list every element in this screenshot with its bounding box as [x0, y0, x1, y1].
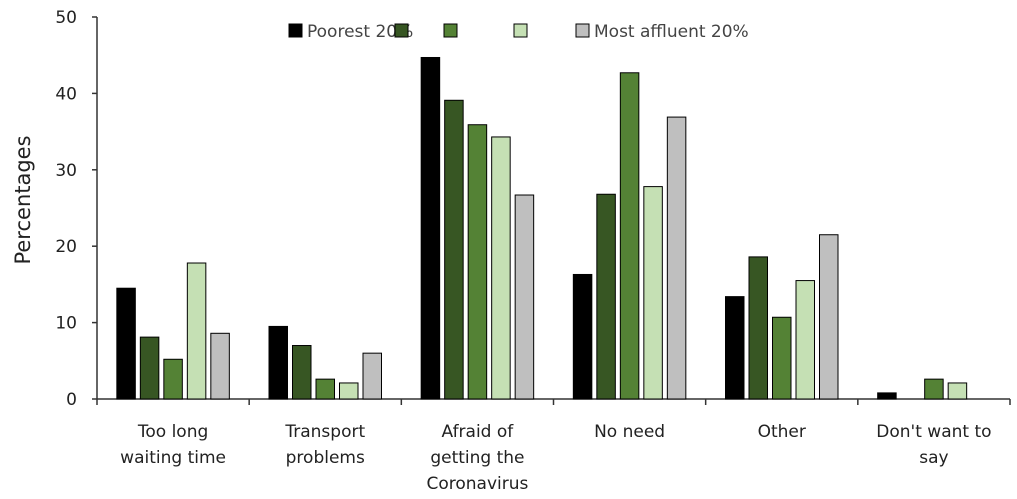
bar: [725, 296, 745, 400]
bar: [877, 392, 897, 400]
legend-swatch: [443, 23, 458, 38]
bar: [186, 262, 207, 400]
category-label-line: Transport: [284, 422, 365, 442]
bar: [947, 382, 968, 400]
bar: [619, 72, 640, 400]
y-tick-label: 0: [66, 390, 77, 410]
bar: [362, 352, 382, 400]
category-label-line: say: [919, 448, 948, 468]
category-label-line: waiting time: [120, 448, 226, 468]
y-tick-label: 10: [55, 314, 77, 334]
bar: [210, 332, 230, 400]
y-tick-label: 30: [55, 161, 77, 181]
y-tick-label: 20: [55, 237, 77, 257]
bar: [491, 136, 511, 400]
legend-swatch: [575, 23, 590, 38]
bar: [292, 345, 312, 400]
bar: [795, 280, 815, 400]
category-label: Other: [758, 422, 806, 442]
category-label-line: No need: [594, 422, 665, 442]
bar: [514, 194, 535, 400]
y-tick-label: 40: [55, 84, 77, 104]
bars: [116, 56, 968, 400]
legend: Poorest 20% Most affluent 20%: [288, 22, 749, 42]
bar: [819, 234, 839, 400]
legend-swatch: [394, 23, 409, 38]
bar: [748, 256, 768, 400]
y-tick-label: 50: [55, 8, 77, 28]
bar: [116, 287, 136, 400]
category-label: Don't want to say: [876, 422, 991, 468]
bar: [572, 273, 593, 400]
category-label: Afraid of getting the Coronavirus: [426, 422, 528, 494]
category-label-line: Afraid of: [442, 422, 515, 442]
category-label-line: Too long: [137, 422, 208, 442]
bar: [666, 116, 687, 400]
category-label-line: getting the: [430, 448, 524, 468]
y-axis-label: Percentages: [11, 135, 35, 264]
category-label: Too long waiting time: [120, 422, 226, 468]
x-axis: Too long waiting time Transport problems Afr…: [96, 398, 1011, 494]
legend-swatch: [288, 23, 303, 38]
category-label-line: Other: [758, 422, 806, 442]
category-label-line: Coronavirus: [426, 474, 528, 494]
bar: [315, 378, 335, 400]
bar: [339, 382, 359, 400]
bar: [643, 186, 663, 400]
bar: [420, 56, 441, 400]
legend-swatch: [513, 23, 528, 38]
category-label: Transport problems: [284, 422, 365, 468]
bar: [163, 358, 183, 400]
bar: [268, 325, 288, 400]
bar: [444, 99, 464, 400]
bar: [467, 124, 488, 400]
category-label-line: Don't want to: [876, 422, 991, 442]
legend-label: Poorest 20%: [307, 22, 413, 42]
category-label-line: problems: [286, 448, 365, 468]
legend-label: Most affluent 20%: [594, 22, 749, 42]
bar: [772, 316, 792, 400]
category-label: No need: [594, 422, 665, 442]
y-axis: 0 10 20 30 40 50: [55, 8, 98, 410]
bar: [924, 378, 944, 400]
bar: [139, 336, 160, 400]
bar: [596, 193, 616, 400]
